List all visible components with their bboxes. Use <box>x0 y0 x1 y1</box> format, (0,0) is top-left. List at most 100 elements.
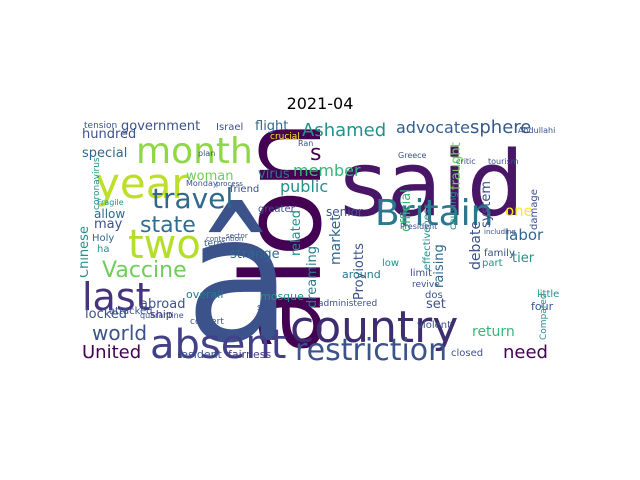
word-tourism: tourism <box>488 157 519 166</box>
word-year: year <box>95 159 189 208</box>
word-allow: allow <box>94 207 125 221</box>
word-israel: Israel <box>216 122 243 133</box>
word-fairness: fairness <box>228 348 271 361</box>
word-advocate: advocate <box>396 118 470 137</box>
word-senior: senior <box>326 205 363 219</box>
word-monday: Monday <box>186 179 218 188</box>
word-abroad: abroad <box>140 297 185 312</box>
word-including: including <box>484 228 516 236</box>
word-fraught: fraught <box>449 142 464 190</box>
word-system: system <box>479 181 494 228</box>
word-ha: ha <box>97 244 109 255</box>
word-flight: flight <box>255 119 288 134</box>
word-one: one <box>505 202 533 220</box>
word-said: said <box>340 132 524 237</box>
word-return: return <box>472 324 515 340</box>
word-may: may <box>94 217 123 232</box>
word-fragile: Fragile <box>97 198 124 207</box>
word-contention: contention <box>206 235 243 243</box>
word-s: s <box>310 141 321 166</box>
word-quarantine: quarantine <box>140 311 184 320</box>
word-travel: travel <box>152 182 233 215</box>
word-debate: debate <box>468 221 484 270</box>
word-month: month <box>136 131 253 172</box>
word-strange: strange <box>230 247 280 262</box>
word-sea: sea <box>257 303 273 313</box>
word-mosque: mosque <box>260 290 304 303</box>
word-damage: damage <box>529 189 540 230</box>
chart-title: 2021-04 <box>286 94 354 113</box>
word-resident: resident <box>177 348 223 361</box>
word-closed: closed <box>451 348 483 359</box>
word-dos: dos <box>425 290 443 301</box>
word-ashamed: Ashamed <box>302 120 386 141</box>
word-need: need <box>503 342 548 362</box>
word-four: four <box>531 300 554 313</box>
word-part: part <box>482 258 503 269</box>
word-virus: virus <box>258 167 290 182</box>
word-term: term <box>204 239 225 249</box>
word-little: little <box>537 289 559 300</box>
word-tension: tension <box>84 121 117 131</box>
word-limit: limit <box>410 268 432 279</box>
word-proyiotts: Proyiotts <box>352 243 367 300</box>
word-locked: locked <box>85 307 127 322</box>
word-state: state <box>140 213 196 238</box>
word-process: process <box>216 180 243 188</box>
word-market: market <box>328 215 344 265</box>
word-labor: labor <box>505 226 544 244</box>
word-family: family <box>484 248 515 259</box>
word-greater: greater <box>258 204 296 215</box>
word-public: public <box>280 177 328 196</box>
word-coronavirus: coronavirus <box>92 157 102 210</box>
word-member: member <box>293 161 361 180</box>
word-administered: administered <box>318 299 377 309</box>
word-sector: sector <box>226 232 248 240</box>
word-absent: absent <box>150 322 286 362</box>
word-overall: overall <box>186 288 223 301</box>
word-dreaming: dreaming <box>305 246 320 308</box>
word-compared: Compared <box>539 293 549 340</box>
word-world: world <box>92 321 147 345</box>
word-concert: concert <box>190 317 224 327</box>
word-official: official <box>399 189 414 232</box>
word-violent: violent <box>417 320 451 331</box>
word-woman: woman <box>186 169 233 184</box>
word-around: around <box>342 268 381 281</box>
word-ran: Ran <box>298 139 313 148</box>
word-tier: tier <box>512 251 535 266</box>
word-sphere: sphere <box>470 118 531 138</box>
word-effectiveness: effectiveness <box>422 204 433 270</box>
word-united: United <box>82 342 141 362</box>
word-britain: Britain <box>375 193 494 234</box>
word-related: related <box>289 210 304 256</box>
word-holy: Holy <box>92 233 114 244</box>
word-critic: critic <box>456 157 476 166</box>
word-revive: revive <box>412 280 440 290</box>
word-ship: ship <box>150 308 173 321</box>
word--: â <box>185 179 292 362</box>
word-vaccine: Vaccine <box>102 258 187 283</box>
word-low: low <box>382 258 399 269</box>
word-crucial: crucial <box>270 132 300 142</box>
word-greece: Greece <box>398 151 427 160</box>
word-president: President <box>400 222 437 231</box>
word-abdullahi: Abdullahi <box>518 126 555 135</box>
word-friend: friend <box>230 184 259 195</box>
word-country: country <box>290 302 458 353</box>
word-last: last <box>82 275 151 319</box>
word-set: set <box>426 297 446 312</box>
word-along: along <box>218 118 346 355</box>
word-restriction: restriction <box>295 333 447 362</box>
word-chinese: Chinese <box>80 226 92 278</box>
word-plan: plan <box>198 149 215 158</box>
word-two: two <box>128 222 201 268</box>
word-special: special <box>82 146 127 161</box>
word-hundred: hundred <box>82 127 136 142</box>
word-raising: raising <box>432 244 447 288</box>
word-causing: causing <box>448 191 459 230</box>
word-plunge: plunge <box>207 247 231 255</box>
word-government: government <box>121 119 200 134</box>
word-attacked: attacked <box>109 306 153 317</box>
